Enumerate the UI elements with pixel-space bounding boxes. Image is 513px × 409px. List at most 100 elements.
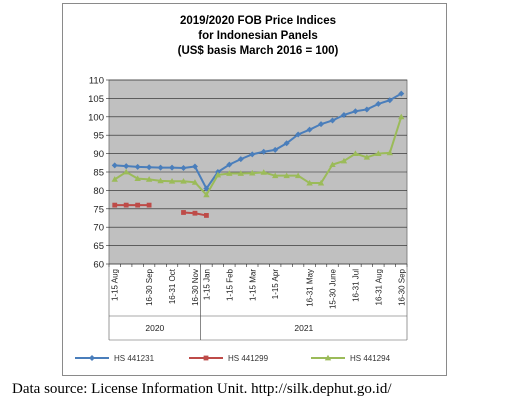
x-tick-label: 1-15 Jan — [202, 269, 211, 300]
x-tick-label: 16-30 Sep — [145, 268, 154, 305]
chart-frame: 2019/2020 FOB Price Indices for Indonesia… — [62, 3, 447, 376]
data-point — [386, 149, 394, 156]
data-point — [168, 178, 176, 184]
data-point — [329, 161, 336, 168]
x-tick-label: 16-31 Oct — [168, 268, 177, 304]
data-point — [134, 163, 141, 170]
x-tick-label: 1-15 Feb — [225, 268, 234, 301]
data-point — [340, 111, 347, 118]
chart-title-line: 2019/2020 FOB Price Indices — [180, 15, 336, 27]
x-tick-label: 1-15 Apr — [271, 269, 280, 300]
data-point — [386, 97, 393, 104]
x-tick-label: 16-31 May — [306, 269, 315, 307]
data-point — [112, 202, 118, 208]
data-point — [169, 164, 176, 171]
y-axis: 60 65 70 75 80 85 90 95 100 105 110 — [88, 76, 109, 271]
data-point — [226, 170, 233, 176]
data-point — [146, 164, 153, 171]
y-tick-label: 110 — [89, 76, 104, 87]
x-tick-label: 15-30 June — [329, 268, 338, 309]
y-tick-label: 75 — [93, 204, 104, 215]
series-hs-441299 — [112, 202, 209, 218]
data-point — [226, 161, 233, 168]
x-tick-label: 1-15 Mar — [248, 269, 257, 301]
data-point — [363, 106, 370, 113]
data-point — [260, 148, 267, 155]
data-point — [191, 163, 198, 170]
series-hs-441294 — [111, 113, 405, 198]
data-point — [363, 154, 371, 160]
data-point — [203, 185, 210, 192]
x-group-label: 2020 — [145, 323, 164, 333]
data-point — [237, 170, 245, 176]
data-point — [283, 172, 290, 179]
data-point — [306, 126, 313, 133]
data-point — [89, 355, 95, 361]
legend-label: HS 441299 — [228, 354, 269, 363]
data-point — [329, 117, 336, 124]
x-tick-label: 16-30 Sep — [397, 268, 406, 305]
data-point — [134, 175, 141, 182]
x-tick-label: 16-30 Nov — [191, 269, 200, 306]
x-axis: 1-15 Aug 16-30 Sep 16-31 Oct 16-30 Nov 1-15 … — [108, 264, 408, 341]
series-hs-441231 — [111, 90, 405, 192]
x-tick-label: 1-15 Aug — [111, 269, 120, 301]
data-point — [294, 172, 302, 179]
data-point — [398, 113, 405, 120]
data-point — [123, 163, 130, 170]
y-tick-label: 80 — [93, 186, 104, 197]
data-point — [318, 121, 325, 128]
y-tick-label: 100 — [88, 112, 104, 123]
data-point — [135, 202, 141, 208]
data-point — [192, 210, 198, 216]
data-point — [398, 90, 405, 97]
data-point — [271, 172, 279, 179]
data-point — [340, 157, 348, 164]
data-point — [203, 191, 210, 198]
x-tick-label: 16-31 Aug — [374, 269, 383, 305]
legend-label: HS 441231 — [114, 354, 155, 363]
data-point — [272, 146, 279, 153]
data-point — [260, 169, 267, 175]
data-point — [123, 202, 129, 208]
y-tick-label: 105 — [88, 94, 104, 105]
legend-label: HS 441294 — [350, 354, 391, 363]
data-point — [111, 162, 118, 169]
data-point — [249, 151, 256, 158]
y-tick-label: 70 — [93, 223, 104, 234]
y-tick-label: 90 — [93, 149, 104, 160]
x-tick-label: 16-31 Jul — [351, 269, 360, 302]
data-point — [122, 168, 130, 175]
data-point — [145, 176, 153, 182]
data-point — [180, 164, 187, 171]
y-tick-label: 65 — [93, 241, 104, 252]
data-point — [324, 354, 332, 361]
data-point — [306, 179, 313, 186]
data-point — [237, 156, 244, 163]
data-point — [203, 355, 209, 361]
x-group-label: 2021 — [294, 323, 313, 333]
data-point — [191, 179, 199, 185]
data-point — [352, 108, 359, 115]
chart-title-line: for Indonesian Panels — [198, 30, 318, 42]
data-source-note: Data source: License Information Unit. h… — [12, 381, 392, 397]
chart-title-line: (US$ basis March 2016 = 100) — [178, 45, 339, 57]
data-point — [375, 150, 382, 156]
data-point — [375, 100, 382, 107]
y-tick-label: 60 — [93, 260, 104, 271]
data-point — [352, 150, 359, 156]
y-tick-label: 95 — [93, 131, 104, 142]
chart-title: 2019/2020 FOB Price Indices for Indonesia… — [178, 15, 339, 57]
series-layer — [111, 90, 405, 218]
legend: HS 441231 HS 441299 HS 441294 — [75, 354, 391, 363]
data-point — [180, 178, 187, 184]
data-point — [283, 140, 290, 147]
data-point — [249, 169, 256, 176]
data-point — [146, 202, 152, 208]
data-point — [317, 179, 325, 186]
line-chart: 2019/2020 FOB Price Indices for Indonesia… — [75, 15, 408, 363]
data-point — [111, 176, 118, 182]
data-point — [214, 171, 222, 178]
data-point — [157, 177, 164, 184]
y-tick-label: 85 — [93, 168, 104, 179]
